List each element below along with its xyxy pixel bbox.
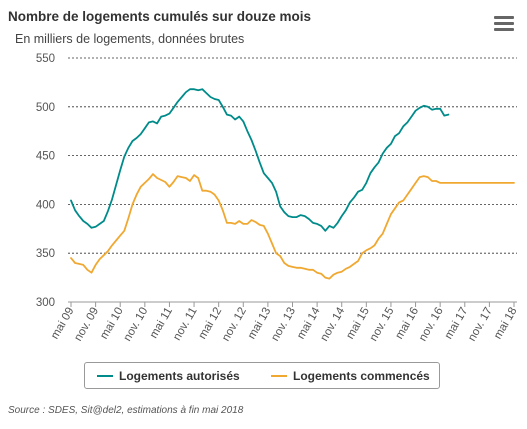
source-note: Source : SDES, Sit@del2, estimations à f… (8, 405, 244, 416)
y-tick-label: 400 (36, 199, 55, 211)
legend-swatch-commences (271, 375, 287, 377)
y-tick-label: 350 (36, 248, 55, 260)
x-tick-label: nov. 10 (122, 306, 151, 344)
legend-label-commences: Logements commencés (293, 369, 430, 383)
series-line-autorises[interactable] (70, 88, 450, 232)
y-axis: 300 350 400 450 500 550 (36, 53, 55, 309)
x-tick-label: nov. 14 (318, 305, 347, 343)
y-tick-label: 500 (36, 102, 55, 114)
x-tick-label: nov. 17 (466, 306, 495, 344)
y-tick-label: 550 (36, 53, 55, 65)
x-tick-label: nov. 16 (417, 306, 446, 344)
x-tick-label: nov. 11 (171, 306, 199, 343)
series-line-commences[interactable] (70, 173, 515, 280)
legend-label-autorises: Logements autorisés (119, 369, 240, 383)
x-tick-label: nov. 12 (220, 306, 249, 344)
y-tick-label: 450 (36, 151, 55, 163)
hamburger-menu-icon[interactable] (494, 16, 514, 34)
y-tick-label: 300 (36, 297, 55, 309)
x-tick-label: mai 18 (492, 306, 520, 342)
chart-title: Nombre de logements cumulés sur douze mo… (8, 9, 312, 24)
chart-subtitle: En milliers de logements, données brutes (15, 32, 245, 46)
legend-item-commences[interactable]: Logements commencés (271, 368, 430, 384)
x-tick-label: nov. 15 (368, 306, 397, 344)
chart-legend: Logements autorisés Logements commencés (84, 362, 440, 389)
x-tick-label: nov. 13 (269, 306, 298, 344)
x-tick-label: nov. 09 (72, 306, 101, 344)
legend-item-autorises[interactable]: Logements autorisés (97, 368, 240, 384)
legend-swatch-autorises (97, 375, 113, 377)
gridlines (68, 57, 517, 303)
series-lines (70, 88, 515, 280)
